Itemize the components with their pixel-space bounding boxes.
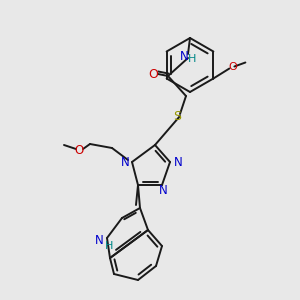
Text: S: S	[173, 110, 181, 124]
Text: N: N	[94, 233, 103, 247]
Text: H: H	[105, 241, 113, 251]
Text: N: N	[121, 155, 129, 169]
Text: O: O	[74, 143, 84, 157]
Text: H: H	[188, 54, 196, 64]
Text: N: N	[159, 184, 167, 197]
Text: O: O	[228, 62, 237, 73]
Text: O: O	[148, 68, 158, 80]
Text: N: N	[174, 155, 182, 169]
Text: N: N	[180, 50, 188, 62]
